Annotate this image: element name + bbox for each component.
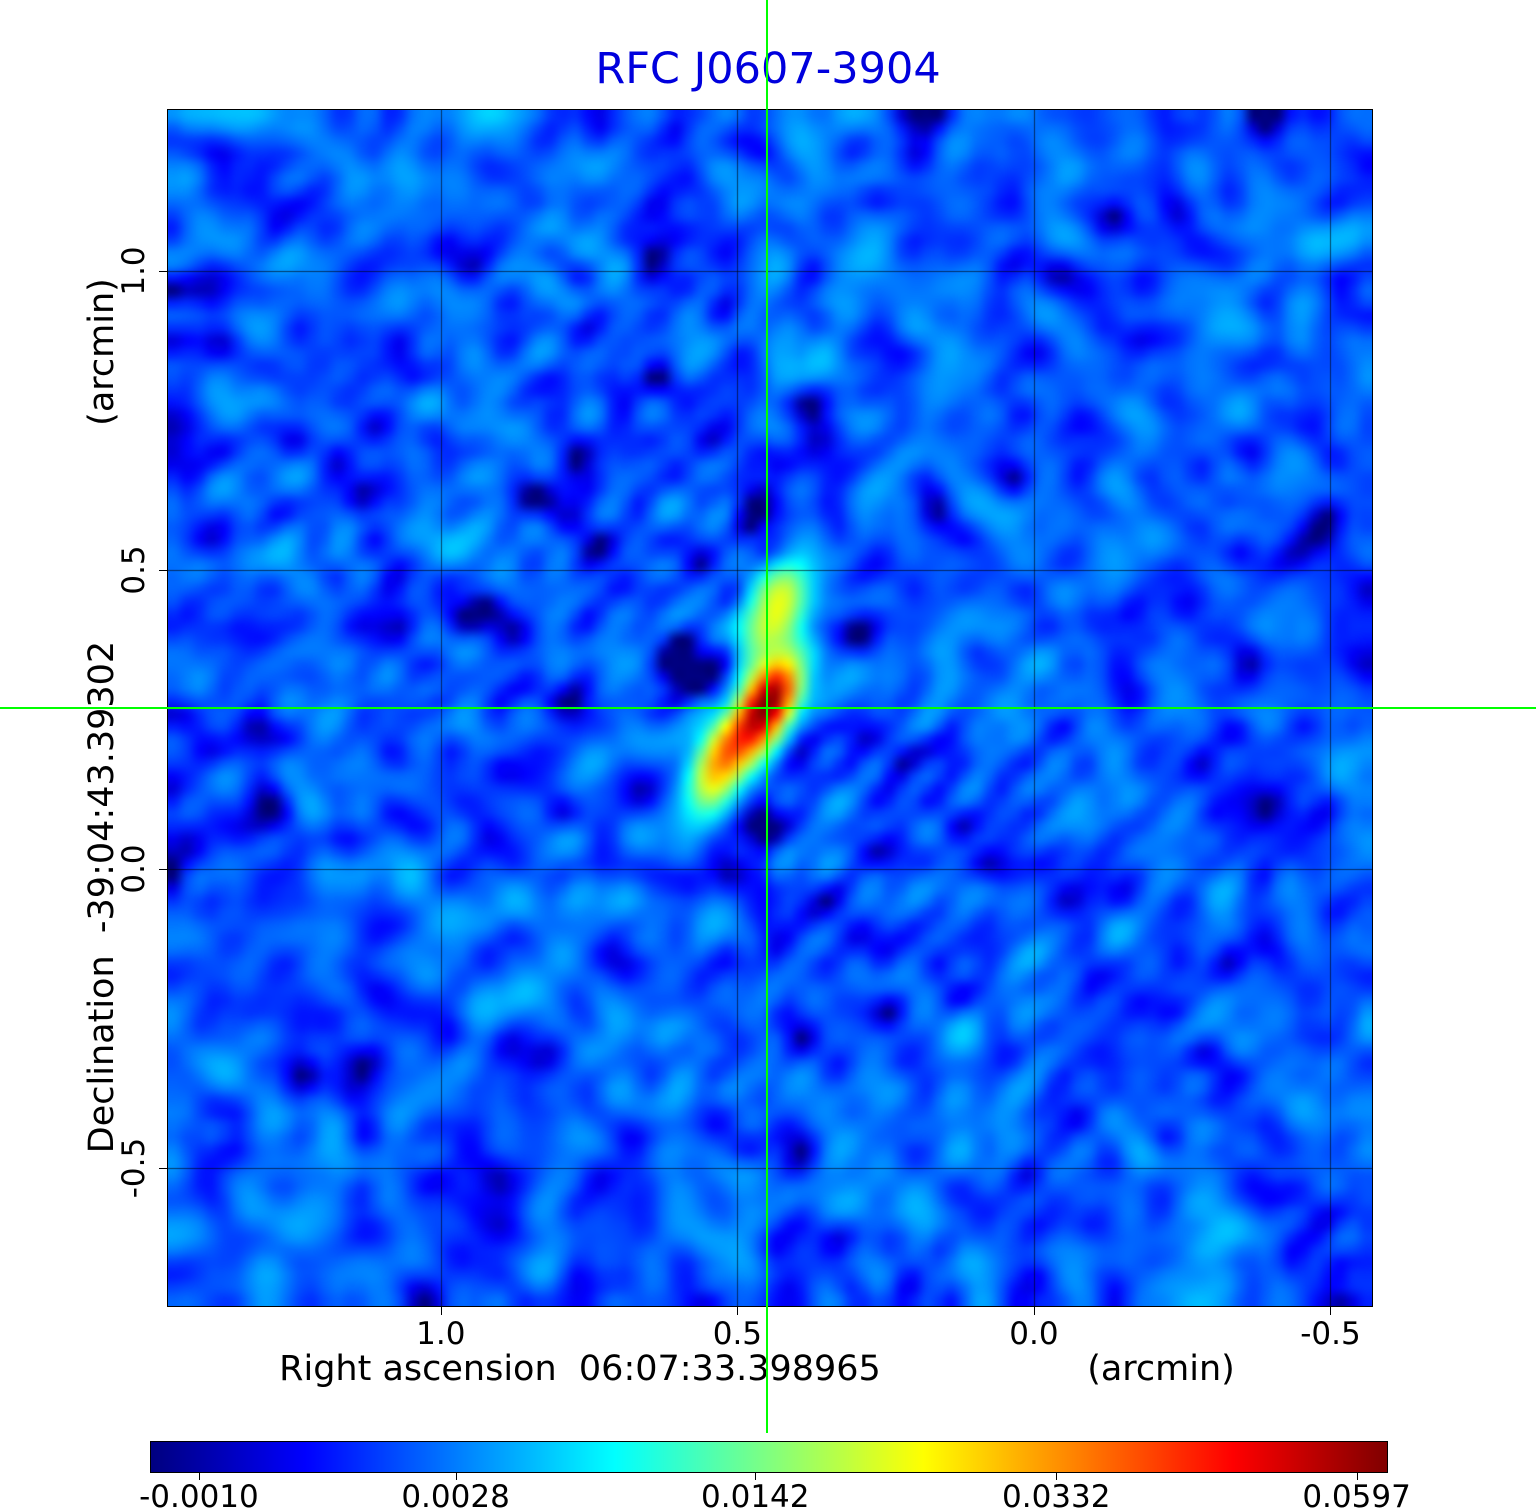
- y-axis-unit-label: (arcmin): [82, 278, 122, 426]
- y-axis-tick: [159, 570, 168, 571]
- colorbar-tick: [1056, 1473, 1057, 1480]
- colorbar-tick-label: 0.0142: [701, 1479, 810, 1511]
- colorbar-tick-label: 0.0028: [401, 1479, 510, 1511]
- crosshair-vertical-line: [766, 0, 769, 1433]
- x-axis-tick: [1034, 1306, 1035, 1315]
- plot-title: RFC J0607-3904: [595, 44, 941, 94]
- x-axis-tick: [1330, 1306, 1331, 1315]
- x-tick-label: -0.5: [1300, 1316, 1361, 1352]
- colorbar: [150, 1441, 1388, 1473]
- x-axis-unit-label: (arcmin): [1087, 1349, 1235, 1389]
- y-tick-label: 1.0: [116, 246, 152, 297]
- y-tick-label: 0.5: [116, 545, 152, 596]
- x-tick-label: 0.5: [712, 1316, 763, 1352]
- y-axis-label: Declination -39:04:43.39302: [82, 640, 122, 1154]
- colorbar-tick: [755, 1473, 756, 1480]
- x-tick-label: 0.0: [1009, 1316, 1059, 1352]
- colorbar-tick-label: 0.0597: [1302, 1479, 1411, 1511]
- colorbar-tick-label: 0.0332: [1002, 1479, 1111, 1511]
- y-axis-tick: [159, 869, 168, 870]
- colorbar-tick: [199, 1473, 200, 1480]
- colorbar-tick-label: -0.0010: [139, 1479, 259, 1511]
- x-axis-tick: [441, 1306, 442, 1315]
- x-axis-tick: [737, 1306, 738, 1315]
- x-axis-label: Right ascension 06:07:33.398965: [279, 1349, 881, 1389]
- y-axis-tick: [159, 271, 168, 272]
- colorbar-tick: [456, 1473, 457, 1480]
- y-axis-tick: [159, 1168, 168, 1169]
- y-tick-label: -0.5: [116, 1138, 152, 1199]
- y-tick-label: 0.0: [116, 844, 152, 895]
- x-tick-label: 1.0: [416, 1316, 466, 1352]
- colorbar-tick: [1357, 1473, 1358, 1480]
- crosshair-horizontal-line: [0, 707, 1536, 709]
